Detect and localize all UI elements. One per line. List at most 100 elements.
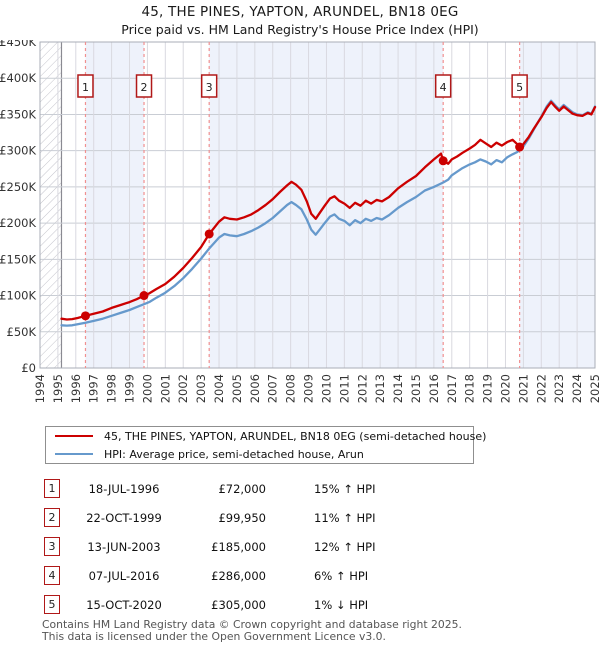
- sale-number-badge: 1: [44, 479, 60, 498]
- sale-marker-box: [200, 74, 218, 98]
- sale-point-dot: [438, 156, 448, 166]
- y-axis-label: £100K: [0, 289, 36, 303]
- table-row: 2 22-OCT-1999 £99,950 11% ↑ HPI: [0, 503, 600, 532]
- y-axis-label: £250K: [0, 180, 36, 194]
- plot-border: [39, 41, 596, 369]
- legend-label-hpi: HPI: Average price, semi-detached house,…: [104, 447, 364, 461]
- sale-marker-number: 4: [440, 81, 447, 94]
- sale-hpi-delta: 12% ↑ HPI: [314, 539, 376, 554]
- x-axis-label: 2008: [284, 374, 298, 403]
- x-axis-label: 2018: [463, 374, 477, 403]
- x-axis-label: 2025: [588, 374, 600, 403]
- sale-date: 13-JUN-2003: [87, 539, 161, 554]
- ownership-band: [519, 42, 595, 368]
- y-axis-label: £150K: [0, 252, 36, 266]
- x-axis-label: 1997: [87, 374, 101, 403]
- page-subtitle: Price paid vs. HM Land Registry's House …: [121, 22, 479, 37]
- x-axis-label: 2009: [302, 374, 316, 403]
- y-axis-label: £400K: [0, 71, 36, 85]
- sale-price: £286,000: [211, 568, 266, 583]
- price-paid-indexed-line: [60, 100, 597, 321]
- sale-number-badge: 3: [44, 537, 60, 556]
- sale-marker-number: 3: [206, 81, 213, 94]
- x-axis-label: 2015: [409, 374, 423, 403]
- y-axis-label: £450K: [0, 40, 36, 49]
- x-axis-label: 2023: [552, 374, 566, 403]
- x-axis-label: 1996: [69, 374, 83, 403]
- x-axis-label: 2003: [194, 374, 208, 403]
- x-axis-label: 2002: [176, 374, 190, 403]
- x-axis-label: 2022: [534, 374, 548, 403]
- x-axis-label: 2020: [498, 374, 512, 403]
- x-axis-label: 2021: [516, 374, 530, 403]
- sale-date: 07-JUL-2016: [88, 568, 160, 583]
- table-row: 5 15-OCT-2020 £305,000 1% ↓ HPI: [0, 590, 600, 619]
- sale-number-badge: 5: [44, 595, 60, 614]
- table-row: 1 18-JUL-1996 £72,000 15% ↑ HPI: [0, 474, 600, 503]
- x-axis-label: 2006: [248, 374, 262, 403]
- sale-hpi-delta: 11% ↑ HPI: [314, 510, 376, 525]
- sale-marker-number: 5: [516, 81, 523, 94]
- x-axis-label: 2004: [212, 374, 226, 403]
- x-axis-label: 2010: [319, 374, 333, 403]
- sale-point-dot: [139, 291, 149, 301]
- y-axis-label: £300K: [0, 144, 36, 158]
- sale-marker-box: [77, 74, 94, 98]
- sale-marker-box: [135, 74, 153, 98]
- sale-marker-number: 2: [141, 81, 148, 94]
- x-axis-label: 2011: [337, 374, 351, 403]
- x-axis-label: 2013: [373, 374, 387, 403]
- sale-number-badge: 2: [44, 508, 60, 527]
- x-axis-label: 2005: [230, 374, 244, 403]
- page-title: 45, THE PINES, YAPTON, ARUNDEL, BN18 0EG: [141, 4, 459, 20]
- table-row: 3 13-JUN-2003 £185,000 12% ↑ HPI: [0, 532, 600, 561]
- y-axis-label: £350K: [0, 107, 36, 121]
- chart-legend: 45, THE PINES, YAPTON, ARUNDEL, BN18 0EG…: [45, 426, 486, 464]
- x-axis-label: 2016: [427, 374, 441, 403]
- sale-date: 15-OCT-2020: [86, 597, 162, 612]
- sale-marker-box: [511, 74, 528, 98]
- sale-point-dot: [80, 311, 90, 321]
- x-axis-label: 2012: [355, 374, 369, 403]
- sale-point-dot: [515, 142, 525, 152]
- license-line-2: This data is licensed under the Open Gov…: [42, 629, 386, 643]
- x-axis-label: 2017: [445, 374, 459, 403]
- red-line-swatch: [55, 435, 93, 437]
- x-axis-label: 2007: [266, 374, 280, 403]
- x-axis-label: 1998: [105, 374, 119, 403]
- sale-price: £72,000: [218, 481, 266, 496]
- price-chart: 1 2 3 4 5 £0 £50K £100K £150K £200K £250K £300K £350…: [0, 40, 600, 403]
- sale-hpi-delta: 1% ↓ HPI: [314, 597, 369, 612]
- no-data-hatch: [40, 42, 62, 368]
- table-row: 4 07-JUL-2016 £286,000 6% ↑ HPI: [0, 561, 600, 590]
- x-axis-label: 2001: [158, 374, 172, 403]
- license-note: Contains HM Land Registry data © Crown c…: [42, 619, 462, 642]
- sale-price: £305,000: [211, 597, 266, 612]
- sale-price: £185,000: [211, 539, 266, 554]
- x-axis-label: 2000: [140, 374, 154, 403]
- sale-date: 22-OCT-1999: [86, 510, 162, 525]
- sale-date: 18-JUL-1996: [88, 481, 160, 496]
- y-axis-label: £50K: [7, 325, 37, 339]
- x-axis-label: 1999: [123, 374, 137, 403]
- sale-price: £99,950: [218, 510, 266, 525]
- sale-marker-box: [434, 74, 452, 98]
- x-axis-label: 2019: [481, 374, 495, 403]
- blue-line-swatch: [55, 453, 93, 455]
- legend-row-hpi: HPI: Average price, semi-detached house,…: [46, 445, 473, 463]
- sale-point-dot: [204, 229, 214, 239]
- sale-hpi-delta: 15% ↑ HPI: [314, 481, 376, 496]
- x-axis-label: 1994: [33, 374, 47, 403]
- y-axis-label: £0: [21, 361, 36, 375]
- x-axis-label: 1995: [51, 374, 65, 403]
- ownership-band: [85, 42, 145, 368]
- y-axis-label: £200K: [0, 216, 36, 230]
- sale-hpi-delta: 6% ↑ HPI: [314, 568, 369, 583]
- legend-row-property: 45, THE PINES, YAPTON, ARUNDEL, BN18 0EG…: [46, 427, 486, 445]
- x-axis-label: 2024: [570, 374, 584, 403]
- x-axis-label: 2014: [391, 374, 405, 403]
- license-line-1: Contains HM Land Registry data © Crown c…: [42, 618, 462, 631]
- sale-marker-number: 1: [82, 81, 89, 94]
- legend-label-property: 45, THE PINES, YAPTON, ARUNDEL, BN18 0EG…: [104, 429, 487, 443]
